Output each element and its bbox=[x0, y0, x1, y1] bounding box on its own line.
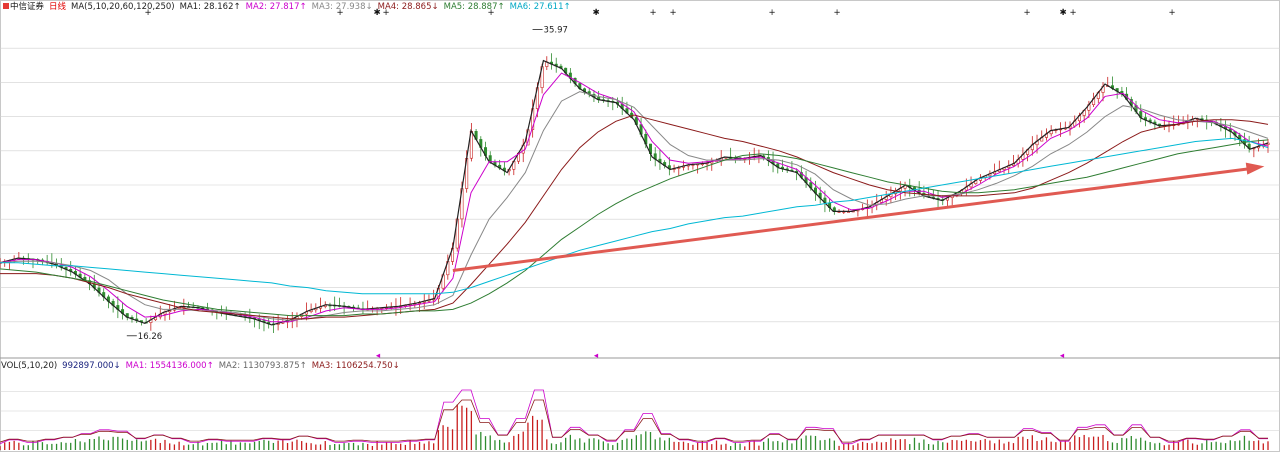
ma2-value: MA2: 27.817↑ bbox=[245, 2, 307, 12]
vol-ma3-value: MA3: 1106254.750↓ bbox=[311, 361, 400, 371]
bottom-tri-marker: ◂ bbox=[1060, 351, 1065, 361]
ma-line-ma6 bbox=[0, 137, 1269, 295]
vol-value: 992897.000↓ bbox=[62, 361, 121, 371]
event-marker: + bbox=[1168, 8, 1175, 18]
ma-line-ma4 bbox=[0, 114, 1269, 320]
vol-ma1-value: MA1: 1554136.000↑ bbox=[125, 361, 214, 371]
window-close-icon bbox=[3, 3, 9, 9]
ma4-value: MA4: 28.865↓ bbox=[377, 2, 439, 12]
volume-ma2-line bbox=[0, 399, 1268, 443]
ma-params: MA(5,10,20,60,120,250) bbox=[71, 2, 175, 12]
vol-ma2-value: MA2: 1130793.875↑ bbox=[218, 361, 307, 371]
trend-arrow-head bbox=[1245, 162, 1265, 175]
vol-params: VOL(5,10,20) bbox=[1, 361, 58, 371]
price-legend-header: 中信证券 日线 MA(5,10,20,60,120,250) MA1: 28.162↑… bbox=[0, 0, 576, 14]
ma-line-ma2 bbox=[0, 72, 1269, 323]
event-marker: + bbox=[1023, 8, 1030, 18]
bottom-tri-marker: ◂ bbox=[376, 351, 381, 361]
low-price-label: 16.26 bbox=[138, 332, 162, 342]
event-marker: ✱ bbox=[373, 8, 380, 18]
period-label: 日线 bbox=[49, 2, 67, 12]
ma1-value: MA1: 28.162↑ bbox=[179, 2, 241, 12]
event-marker: + bbox=[1069, 8, 1076, 18]
event-marker: + bbox=[833, 8, 840, 18]
event-marker: + bbox=[669, 8, 676, 18]
ma6-value: MA6: 27.611↑ bbox=[509, 2, 571, 12]
volume-ma1-line bbox=[0, 389, 1268, 445]
event-marker: + bbox=[336, 8, 343, 18]
event-marker: + bbox=[768, 8, 775, 18]
stock-name: 中信证券 bbox=[10, 2, 45, 12]
ma-line-ma1 bbox=[0, 59, 1269, 326]
ma5-value: MA5: 28.887↑ bbox=[443, 2, 505, 12]
event-marker: ✱ bbox=[592, 8, 599, 18]
ma-line-ma3 bbox=[0, 91, 1269, 321]
event-marker: ✱ bbox=[1059, 8, 1066, 18]
event-marker: + bbox=[487, 8, 494, 18]
ma-line-ma5 bbox=[0, 139, 1269, 317]
trend-arrow-shaft bbox=[452, 166, 1253, 272]
high-price-label: 35.97 bbox=[544, 26, 568, 36]
volume-legend-header: VOL(5,10,20) 992897.000↓ MA1: 1554136.000↑… bbox=[0, 359, 405, 373]
candle-body bbox=[0, 262, 2, 265]
event-marker: + bbox=[144, 8, 151, 18]
event-marker: + bbox=[382, 8, 389, 18]
ma3-value: MA3: 27.938↓ bbox=[311, 2, 373, 12]
event-marker: + bbox=[649, 8, 656, 18]
bottom-tri-marker: ◂ bbox=[594, 351, 599, 361]
